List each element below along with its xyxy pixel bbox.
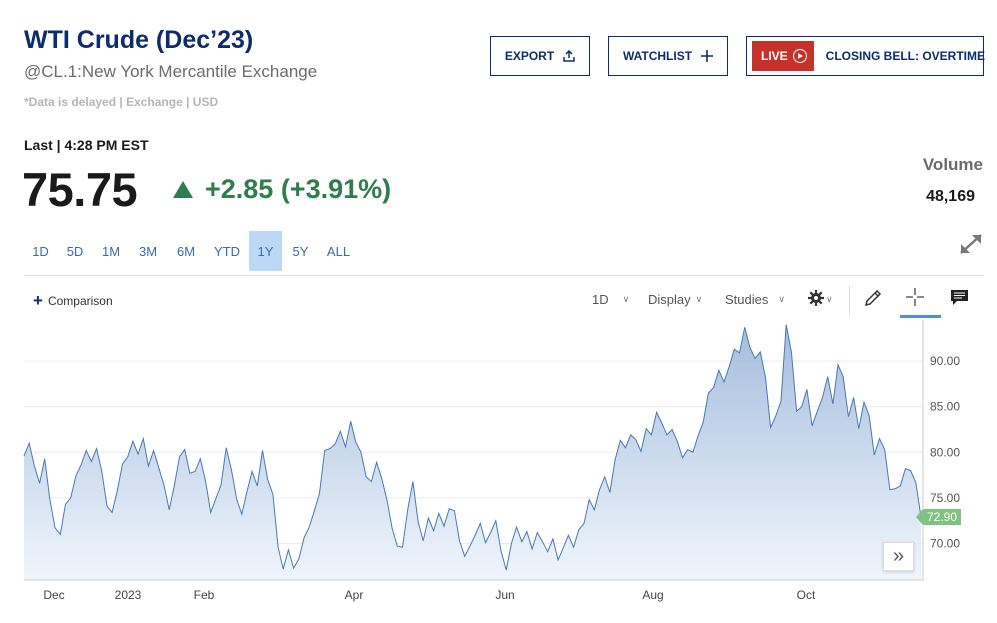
price-line <box>23 324 922 571</box>
crosshair-icon[interactable] <box>905 287 925 312</box>
crosshair-active-indicator <box>900 315 941 318</box>
display-dropdown[interactable]: Display ∨ <box>648 292 702 307</box>
range-5d[interactable]: 5D <box>66 243 84 259</box>
play-icon <box>792 49 807 63</box>
range-all[interactable]: ALL <box>326 243 351 259</box>
range-3m[interactable]: 3M <box>138 243 158 259</box>
pencil-icon[interactable] <box>863 288 883 313</box>
expand-icon[interactable] <box>958 232 984 261</box>
x-tick-label: 2023 <box>115 588 142 602</box>
y-tick-label: 70.00 <box>930 537 960 551</box>
gear-icon <box>808 290 824 309</box>
x-tick-label: Apr <box>345 588 364 602</box>
watchlist-button[interactable]: WATCHLIST <box>608 36 728 76</box>
last-price: 75.75 <box>22 163 138 216</box>
closing-bell-live-button[interactable]: LIVE CLOSING BELL: OVERTIME <box>746 36 986 76</box>
header-divider <box>24 275 984 276</box>
page-title: WTI Crude (Dec’23) <box>24 26 254 54</box>
last-trade-time: Last | 4:28 PM EST <box>24 137 149 153</box>
last-value-label: 72.90 <box>927 510 957 524</box>
price-change: +2.85 (+3.91%) <box>173 174 391 205</box>
share-icon <box>563 50 575 62</box>
up-arrow-icon <box>173 181 193 198</box>
scroll-right-button[interactable]: » <box>883 542 914 571</box>
chevron-down-icon: ∨ <box>778 294 785 304</box>
chevron-down-icon: ∨ <box>622 294 630 304</box>
watchlist-label: WATCHLIST <box>622 49 693 63</box>
range-6m[interactable]: 6M <box>176 243 196 259</box>
chevron-down-icon: ∨ <box>826 294 833 304</box>
interval-dropdown[interactable]: 1D ∨ <box>592 292 629 307</box>
plus-icon: + <box>33 291 43 310</box>
delay-note: *Data is delayed | Exchange | USD <box>24 95 219 109</box>
range-1m[interactable]: 1M <box>101 243 121 259</box>
closing-bell-label: CLOSING BELL: OVERTIME <box>825 49 986 63</box>
x-tick-label: Jun <box>495 588 514 602</box>
volume-label: Volume <box>922 155 983 174</box>
last-value-marker <box>916 509 961 526</box>
volume-value: 48,169 <box>926 188 975 205</box>
range-1d[interactable]: 1D <box>32 243 49 259</box>
comparison-label: Comparison <box>47 294 113 308</box>
double-chevron-right-icon: » <box>892 545 905 567</box>
x-tick-label: Aug <box>642 588 663 602</box>
chevron-down-icon: ∨ <box>695 294 703 304</box>
display-label: Display <box>648 292 691 307</box>
y-tick-label: 90.00 <box>930 354 960 368</box>
live-label: LIVE <box>761 49 788 63</box>
range-1y[interactable]: 1Y <box>249 231 282 271</box>
comment-icon[interactable] <box>950 289 969 311</box>
y-tick-label: 80.00 <box>930 445 960 459</box>
price-chart[interactable]: 70.00 75.00 80.00 85.00 90.00 Dec 2023 Feb Apr J… <box>0 318 997 608</box>
comparison-button[interactable]: + Comparison <box>33 291 113 310</box>
y-tick-label: 85.00 <box>930 400 960 414</box>
x-tick-label: Oct <box>797 588 816 602</box>
plus-icon <box>701 50 714 62</box>
live-badge: LIVE <box>752 41 814 71</box>
export-button[interactable]: EXPORT <box>490 36 590 76</box>
range-5y[interactable]: 5Y <box>292 243 309 259</box>
y-tick-label: 75.00 <box>930 491 960 505</box>
time-range-selector: 1D 5D 1M 3M 6M YTD 1Y 5Y ALL <box>24 231 358 271</box>
settings-dropdown[interactable]: ∨ <box>808 290 833 309</box>
interval-label: 1D <box>592 292 609 307</box>
range-ytd[interactable]: YTD <box>214 243 240 259</box>
x-tick-label: Feb <box>194 588 215 602</box>
price-change-value: +2.85 (+3.91%) <box>205 174 392 204</box>
studies-dropdown[interactable]: Studies ∨ <box>725 292 785 307</box>
export-label: EXPORT <box>504 49 555 63</box>
toolbar-divider <box>849 286 850 316</box>
price-area <box>24 324 921 580</box>
exchange-subtitle: @CL.1:New York Mercantile Exchange <box>24 62 318 81</box>
studies-label: Studies <box>725 292 769 307</box>
x-tick-label: Dec <box>43 588 64 602</box>
